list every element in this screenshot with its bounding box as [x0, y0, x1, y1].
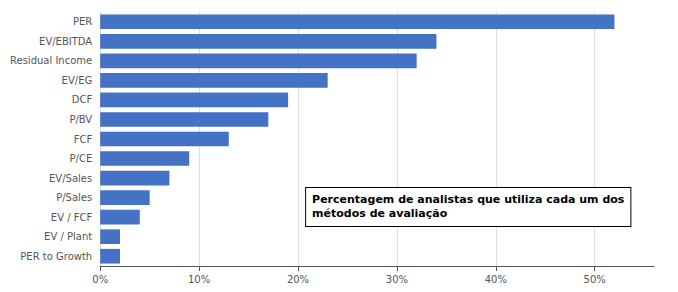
- svg-text:P/Sales: P/Sales: [56, 192, 92, 203]
- svg-text:DCF: DCF: [72, 94, 93, 105]
- svg-text:0%: 0%: [92, 274, 108, 285]
- svg-text:EV/EG: EV/EG: [62, 75, 93, 86]
- svg-text:P/CE: P/CE: [70, 153, 93, 164]
- svg-text:EV / Plant: EV / Plant: [44, 231, 92, 242]
- svg-text:EV / FCF: EV / FCF: [51, 212, 93, 223]
- svg-text:30%: 30%: [386, 274, 408, 285]
- svg-text:EV/Sales: EV/Sales: [49, 173, 92, 184]
- svg-text:20%: 20%: [287, 274, 309, 285]
- svg-text:10%: 10%: [188, 274, 210, 285]
- svg-text:50%: 50%: [584, 274, 606, 285]
- svg-text:P/BV: P/BV: [69, 114, 92, 125]
- svg-text:40%: 40%: [485, 274, 507, 285]
- svg-text:PER: PER: [73, 16, 92, 27]
- svg-text:Residual Income: Residual Income: [10, 55, 92, 66]
- svg-text:EV/EBITDA: EV/EBITDA: [39, 36, 92, 47]
- svg-text:métodos de avaliação: métodos de avaliação: [312, 207, 448, 220]
- svg-text:PER to Growth: PER to Growth: [20, 251, 92, 262]
- svg-text:Percentagem de analistas que u: Percentagem de analistas que utiliza cad…: [312, 193, 625, 206]
- svg-text:FCF: FCF: [74, 134, 93, 145]
